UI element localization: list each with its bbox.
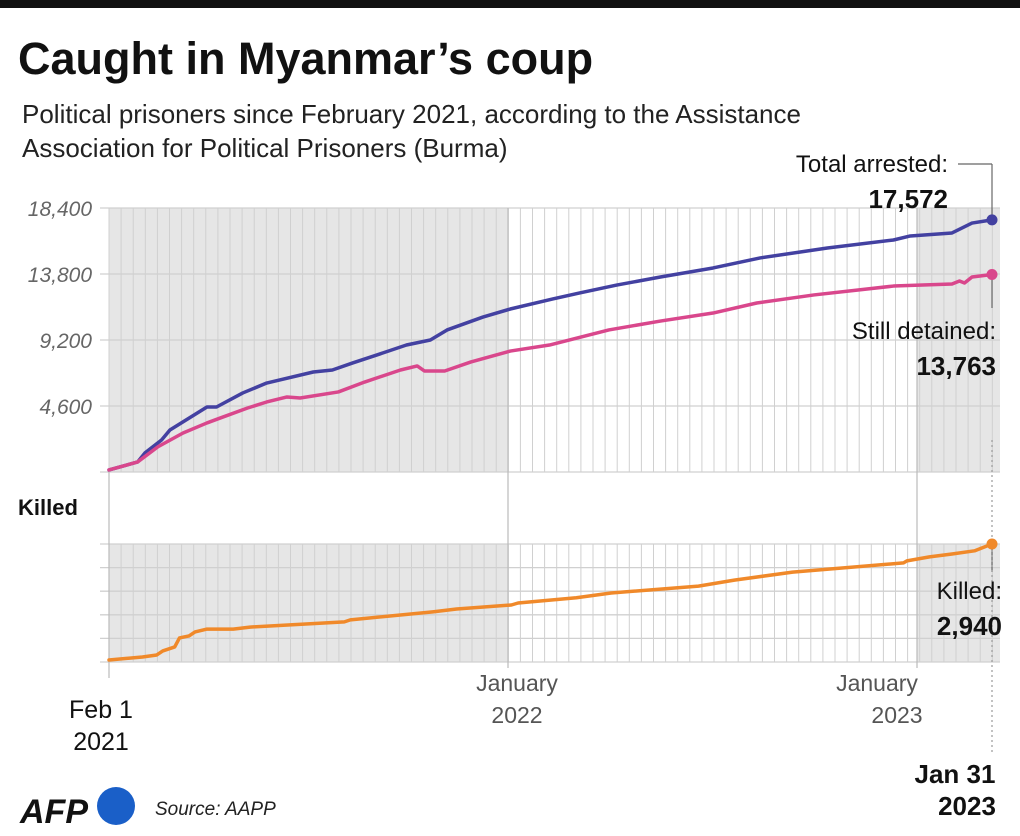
arrested-label: Total arrested: <box>796 151 948 178</box>
shaded-period-2023 <box>917 544 1000 662</box>
total-arrested-end-marker <box>986 214 998 226</box>
total-arrested-line <box>107 218 994 472</box>
afp-logo-circle <box>97 787 135 825</box>
x-label-start-year: 2021 <box>73 728 129 756</box>
afp-logo: AFP <box>19 787 135 831</box>
subtitle-line-1: Political prisoners since February 2021,… <box>22 99 801 129</box>
source-text: Source: AAPP <box>155 799 276 820</box>
x-label-end-year: 2023 <box>938 791 996 821</box>
y-tick-label: 18,400 <box>28 198 93 221</box>
plot-backgrounds <box>109 208 1000 662</box>
x-label-jan2023: January <box>836 670 918 696</box>
killed-section-label: Killed <box>18 495 78 520</box>
y-tick-label: 13,800 <box>28 264 93 287</box>
detained-label: Still detained: <box>852 318 996 345</box>
x-label-jan2023-year: 2023 <box>871 702 922 728</box>
top-bar <box>0 0 1020 8</box>
killed-value: 2,940 <box>937 611 1002 641</box>
afp-logo-text: AFP <box>19 793 88 831</box>
y-tick-label: 4,600 <box>39 396 92 419</box>
x-label-end: Jan 31 <box>915 759 996 789</box>
y-tick-label: 9,200 <box>39 330 92 353</box>
killed-label: Killed: <box>937 578 1002 605</box>
x-label-jan2022: January <box>476 670 558 696</box>
still-detained-line <box>107 272 994 472</box>
chart-title: Caught in Myanmar’s coup <box>18 33 593 84</box>
killed-end-marker <box>986 538 998 550</box>
series-lines <box>107 214 998 662</box>
still-detained-end-marker <box>986 269 998 281</box>
detained-value: 13,763 <box>916 351 996 381</box>
subtitle-line-2: Association for Political Prisoners (Bur… <box>22 133 508 163</box>
arrested-value: 17,572 <box>868 184 948 214</box>
x-label-start: Feb 1 <box>69 696 133 724</box>
x-label-jan2022-year: 2022 <box>491 702 542 728</box>
killed-line <box>107 542 994 662</box>
gridlines <box>100 207 1000 678</box>
